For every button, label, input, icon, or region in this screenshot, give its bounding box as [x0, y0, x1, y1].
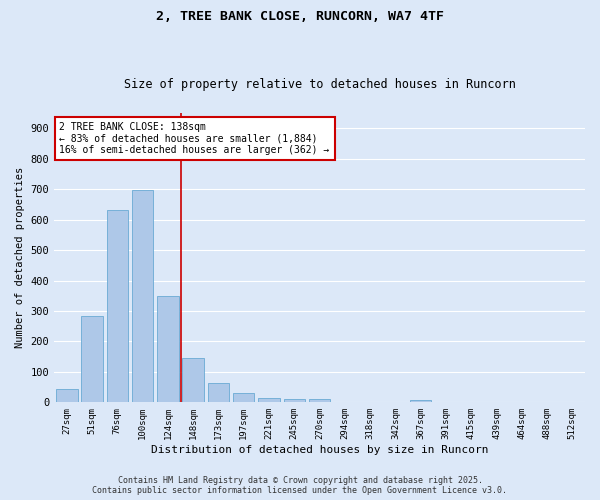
Title: Size of property relative to detached houses in Runcorn: Size of property relative to detached ho…: [124, 78, 515, 91]
Bar: [182, 358, 204, 403]
Text: Contains HM Land Registry data © Crown copyright and database right 2025.
Contai: Contains HM Land Registry data © Crown c…: [92, 476, 508, 495]
Bar: [410, 400, 431, 402]
Bar: [82, 316, 103, 402]
Text: 2 TREE BANK CLOSE: 138sqm
← 83% of detached houses are smaller (1,884)
16% of se: 2 TREE BANK CLOSE: 138sqm ← 83% of detac…: [59, 122, 330, 155]
Bar: [233, 393, 254, 402]
Bar: [107, 210, 128, 402]
Bar: [258, 398, 280, 402]
Bar: [309, 400, 331, 402]
Bar: [208, 382, 229, 402]
Bar: [284, 398, 305, 402]
Bar: [132, 190, 154, 402]
Bar: [157, 296, 179, 403]
X-axis label: Distribution of detached houses by size in Runcorn: Distribution of detached houses by size …: [151, 445, 488, 455]
Y-axis label: Number of detached properties: Number of detached properties: [15, 167, 25, 348]
Text: 2, TREE BANK CLOSE, RUNCORN, WA7 4TF: 2, TREE BANK CLOSE, RUNCORN, WA7 4TF: [156, 10, 444, 23]
Bar: [56, 389, 77, 402]
